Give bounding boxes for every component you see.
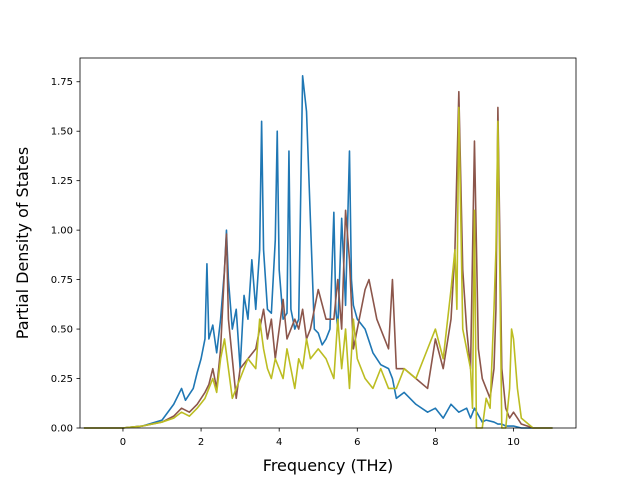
y-tick-label: 0.75	[51, 275, 73, 286]
y-tick-label: 0.25	[51, 374, 73, 385]
series-2-line	[83, 90, 553, 429]
tick-layer: 0 2 4 6 8 10 0.00 0.25 0.50 0.75 1.00 1.25 1.50 1.75	[51, 77, 520, 448]
series-1-line	[83, 75, 553, 429]
y-axis-label: Partial Density of States	[13, 147, 32, 339]
y-tick-label: 1.00	[51, 226, 73, 237]
x-tick-label: 10	[507, 437, 520, 448]
y-tick-label: 0.00	[51, 424, 73, 435]
y-tick-label: 1.25	[51, 176, 73, 187]
y-tick-label: 0.50	[51, 325, 73, 336]
series-3-line	[83, 106, 553, 429]
x-axis-label: Frequency (THz)	[263, 456, 393, 475]
x-tick-label: 0	[120, 437, 126, 448]
plot-frame	[79, 57, 577, 429]
series-layer	[83, 75, 553, 429]
x-tick-label: 4	[276, 437, 282, 448]
y-tick-label: 1.75	[51, 77, 73, 88]
y-tick-label: 1.50	[51, 127, 73, 138]
x-tick-label: 8	[432, 437, 438, 448]
x-tick-label: 6	[354, 437, 360, 448]
x-tick-label: 2	[198, 437, 204, 448]
